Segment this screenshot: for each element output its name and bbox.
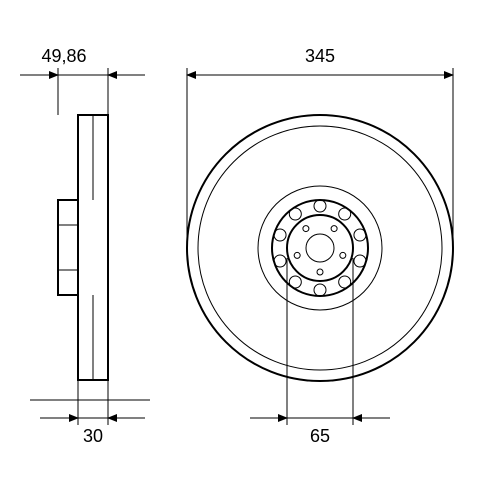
locator-hole — [294, 252, 300, 258]
bolt-hole — [339, 208, 351, 220]
dim-total-thickness-value: 49,86 — [41, 46, 86, 66]
bolt-hole — [339, 276, 351, 288]
bolt-hole — [354, 255, 366, 267]
dim-outer-diameter: 345 — [187, 46, 453, 248]
front-view: 345 65 — [187, 46, 453, 446]
bolt-hole — [314, 200, 326, 212]
center-bore — [306, 234, 334, 262]
locator-hole — [340, 252, 346, 258]
dim-hub-diameter-value: 65 — [310, 426, 330, 446]
dim-disc-thickness-value: 30 — [83, 426, 103, 446]
bolt-hole — [274, 229, 286, 241]
face-outer — [198, 126, 442, 370]
locator-hole — [331, 226, 337, 232]
hub-inner — [287, 215, 353, 281]
hat-profile — [58, 200, 78, 295]
dim-total-thickness: 49,86 — [20, 46, 145, 115]
brake-disc-diagram: 49,86 30 345 — [0, 0, 500, 500]
bolt-hole — [354, 229, 366, 241]
dim-outer-diameter-value: 345 — [305, 46, 335, 66]
locator-hole — [303, 226, 309, 232]
face-inner — [258, 186, 382, 310]
bolt-hole — [274, 255, 286, 267]
bolt-hole — [289, 208, 301, 220]
dim-disc-thickness: 30 — [40, 380, 145, 446]
outer-edge — [187, 115, 453, 381]
locator-holes — [294, 226, 346, 275]
locator-hole — [317, 269, 323, 275]
side-view: 49,86 30 — [20, 46, 150, 446]
bolt-hole — [314, 284, 326, 296]
bolt-hole — [289, 276, 301, 288]
